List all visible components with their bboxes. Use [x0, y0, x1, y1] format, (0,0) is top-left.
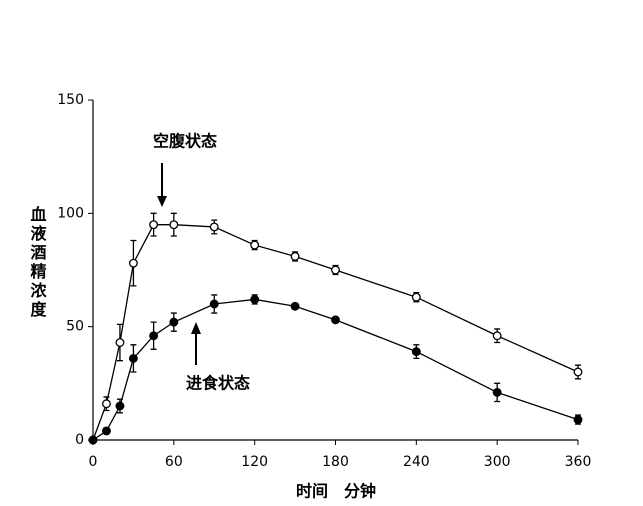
data-point — [492, 331, 502, 341]
y-tick-label: 50 — [66, 319, 84, 335]
data-point — [115, 401, 125, 411]
y-tick-label: 150 — [57, 92, 84, 108]
data-point — [411, 292, 421, 302]
data-point — [290, 251, 300, 261]
x-tick-label: 360 — [565, 454, 592, 470]
data-point — [250, 240, 260, 250]
data-point — [149, 331, 159, 341]
y-tick-label: 100 — [57, 205, 84, 221]
data-point — [209, 222, 219, 232]
x-axis-label: 时间 分钟 — [296, 482, 376, 501]
data-point — [149, 220, 159, 230]
x-tick-label: 180 — [322, 454, 349, 470]
arrow-head — [191, 322, 201, 334]
annotation: 进食状态 — [186, 374, 250, 393]
x-tick-label: 60 — [165, 454, 183, 470]
data-point — [331, 315, 340, 325]
data-point — [331, 265, 340, 275]
data-point — [102, 426, 111, 436]
data-point — [290, 301, 300, 311]
data-point — [573, 367, 583, 377]
data-point — [128, 258, 138, 268]
data-point — [209, 299, 219, 309]
y-axis-label: 血液酒精浓度 — [28, 205, 47, 320]
data-point — [128, 353, 138, 363]
data-point — [411, 347, 421, 357]
data-point — [169, 317, 179, 327]
data-point — [88, 435, 98, 445]
y-tick-label: 0 — [75, 432, 84, 448]
x-tick-label: 300 — [484, 454, 511, 470]
series-line — [92, 224, 579, 441]
arrow-head — [157, 196, 167, 207]
data-point — [573, 415, 583, 425]
data-point — [169, 220, 179, 230]
data-point — [250, 295, 260, 304]
data-point — [102, 399, 111, 409]
annotation: 空腹状态 — [153, 132, 217, 151]
data-point — [492, 387, 502, 397]
x-tick-label: 240 — [403, 454, 430, 470]
x-tick-label: 0 — [89, 454, 98, 470]
x-tick-label: 120 — [241, 454, 268, 470]
data-point — [115, 338, 125, 347]
